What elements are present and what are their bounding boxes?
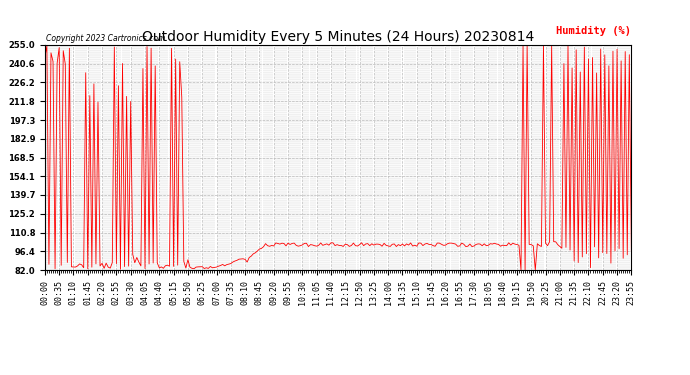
Title: Outdoor Humidity Every 5 Minutes (24 Hours) 20230814: Outdoor Humidity Every 5 Minutes (24 Hou… bbox=[142, 30, 534, 44]
Text: Humidity (%): Humidity (%) bbox=[556, 26, 631, 36]
Text: Copyright 2023 Cartronics.com: Copyright 2023 Cartronics.com bbox=[46, 34, 166, 43]
